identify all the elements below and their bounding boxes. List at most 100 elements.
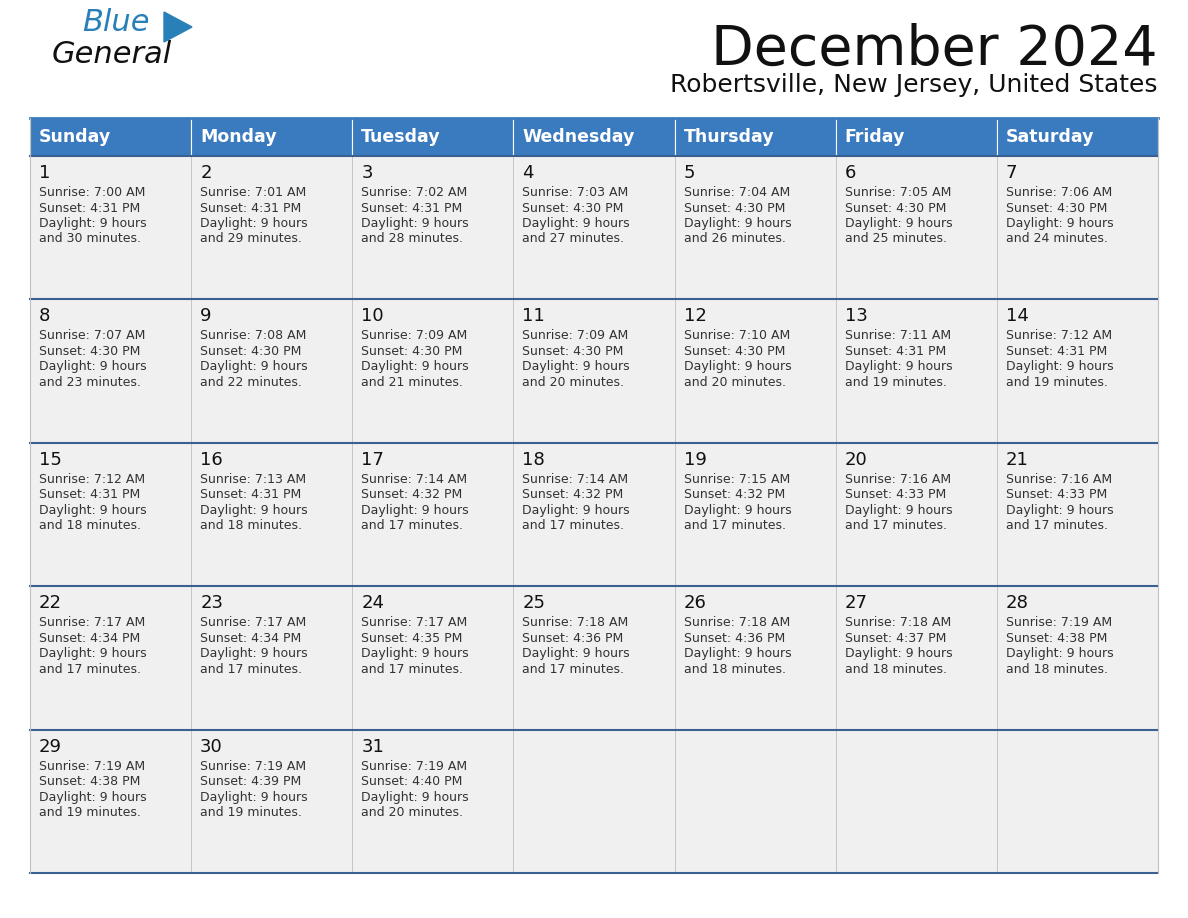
Polygon shape	[164, 12, 192, 42]
Bar	[353, 299, 513, 442]
Text: General: General	[52, 40, 172, 69]
Bar	[191, 156, 353, 299]
Text: Sunrise: 7:05 AM: Sunrise: 7:05 AM	[845, 186, 952, 199]
Bar	[675, 730, 835, 873]
Text: December 2024: December 2024	[712, 23, 1158, 77]
Text: and 28 minutes.: and 28 minutes.	[361, 232, 463, 245]
Text: Sunset: 4:31 PM: Sunset: 4:31 PM	[200, 488, 302, 501]
Text: and 22 minutes.: and 22 minutes.	[200, 375, 302, 389]
Bar	[191, 299, 353, 442]
Bar	[675, 299, 835, 442]
Bar	[835, 299, 997, 442]
Bar	[30, 299, 191, 442]
Text: Sunset: 4:30 PM: Sunset: 4:30 PM	[683, 201, 785, 215]
Text: 16: 16	[200, 451, 223, 469]
Text: Sunrise: 7:13 AM: Sunrise: 7:13 AM	[200, 473, 307, 486]
Text: Sunrise: 7:02 AM: Sunrise: 7:02 AM	[361, 186, 468, 199]
Text: 4: 4	[523, 164, 533, 182]
Text: 7: 7	[1006, 164, 1017, 182]
Bar	[191, 730, 353, 873]
Text: Sunrise: 7:10 AM: Sunrise: 7:10 AM	[683, 330, 790, 342]
Text: Daylight: 9 hours: Daylight: 9 hours	[523, 647, 630, 660]
Text: Sunrise: 7:09 AM: Sunrise: 7:09 AM	[361, 330, 468, 342]
Text: Sunrise: 7:06 AM: Sunrise: 7:06 AM	[1006, 186, 1112, 199]
Bar	[997, 442, 1158, 587]
Bar	[353, 730, 513, 873]
Text: and 18 minutes.: and 18 minutes.	[39, 520, 141, 532]
Text: Daylight: 9 hours: Daylight: 9 hours	[39, 504, 146, 517]
Text: and 20 minutes.: and 20 minutes.	[683, 375, 785, 389]
Text: Sunset: 4:36 PM: Sunset: 4:36 PM	[523, 632, 624, 644]
Text: and 20 minutes.: and 20 minutes.	[523, 375, 625, 389]
Text: and 19 minutes.: and 19 minutes.	[845, 375, 947, 389]
Bar	[835, 156, 997, 299]
Text: 21: 21	[1006, 451, 1029, 469]
Text: Daylight: 9 hours: Daylight: 9 hours	[845, 647, 953, 660]
Bar	[835, 118, 997, 156]
Text: Friday: Friday	[845, 128, 905, 146]
Text: 17: 17	[361, 451, 384, 469]
Text: 14: 14	[1006, 308, 1029, 325]
Text: Sunset: 4:38 PM: Sunset: 4:38 PM	[39, 775, 140, 788]
Text: Daylight: 9 hours: Daylight: 9 hours	[523, 361, 630, 374]
Bar	[513, 442, 675, 587]
Text: Sunset: 4:37 PM: Sunset: 4:37 PM	[845, 632, 946, 644]
Text: Sunrise: 7:19 AM: Sunrise: 7:19 AM	[1006, 616, 1112, 629]
Text: Sunrise: 7:09 AM: Sunrise: 7:09 AM	[523, 330, 628, 342]
Text: Daylight: 9 hours: Daylight: 9 hours	[200, 504, 308, 517]
Text: and 19 minutes.: and 19 minutes.	[1006, 375, 1107, 389]
Text: 19: 19	[683, 451, 707, 469]
Text: Sunrise: 7:17 AM: Sunrise: 7:17 AM	[361, 616, 468, 629]
Bar	[997, 118, 1158, 156]
Text: Daylight: 9 hours: Daylight: 9 hours	[361, 647, 469, 660]
Text: Blue: Blue	[82, 8, 150, 37]
Text: and 26 minutes.: and 26 minutes.	[683, 232, 785, 245]
Text: and 18 minutes.: and 18 minutes.	[683, 663, 785, 676]
Text: Sunset: 4:30 PM: Sunset: 4:30 PM	[683, 345, 785, 358]
Text: and 17 minutes.: and 17 minutes.	[1006, 520, 1108, 532]
Text: Daylight: 9 hours: Daylight: 9 hours	[1006, 504, 1113, 517]
Text: Daylight: 9 hours: Daylight: 9 hours	[361, 504, 469, 517]
Text: and 23 minutes.: and 23 minutes.	[39, 375, 141, 389]
Bar	[513, 587, 675, 730]
Text: Sunrise: 7:11 AM: Sunrise: 7:11 AM	[845, 330, 950, 342]
Text: 3: 3	[361, 164, 373, 182]
Text: Daylight: 9 hours: Daylight: 9 hours	[1006, 647, 1113, 660]
Text: 28: 28	[1006, 594, 1029, 612]
Text: 15: 15	[39, 451, 62, 469]
Text: Sunset: 4:31 PM: Sunset: 4:31 PM	[1006, 345, 1107, 358]
Bar	[513, 299, 675, 442]
Text: 24: 24	[361, 594, 384, 612]
Text: Daylight: 9 hours: Daylight: 9 hours	[361, 217, 469, 230]
Text: 12: 12	[683, 308, 707, 325]
Text: 6: 6	[845, 164, 857, 182]
Text: Sunrise: 7:12 AM: Sunrise: 7:12 AM	[1006, 330, 1112, 342]
Bar	[997, 156, 1158, 299]
Text: Sunrise: 7:15 AM: Sunrise: 7:15 AM	[683, 473, 790, 486]
Text: Sunrise: 7:00 AM: Sunrise: 7:00 AM	[39, 186, 145, 199]
Bar	[30, 118, 191, 156]
Text: 27: 27	[845, 594, 867, 612]
Text: and 20 minutes.: and 20 minutes.	[361, 806, 463, 819]
Text: and 21 minutes.: and 21 minutes.	[361, 375, 463, 389]
Text: Sunset: 4:40 PM: Sunset: 4:40 PM	[361, 775, 462, 788]
Text: Sunrise: 7:12 AM: Sunrise: 7:12 AM	[39, 473, 145, 486]
Text: Sunset: 4:30 PM: Sunset: 4:30 PM	[200, 345, 302, 358]
Text: and 17 minutes.: and 17 minutes.	[39, 663, 141, 676]
Text: and 17 minutes.: and 17 minutes.	[683, 520, 785, 532]
Text: Saturday: Saturday	[1006, 128, 1094, 146]
Text: Daylight: 9 hours: Daylight: 9 hours	[200, 217, 308, 230]
Text: Wednesday: Wednesday	[523, 128, 634, 146]
Text: Sunset: 4:34 PM: Sunset: 4:34 PM	[39, 632, 140, 644]
Text: Sunset: 4:31 PM: Sunset: 4:31 PM	[361, 201, 462, 215]
Text: 11: 11	[523, 308, 545, 325]
Text: 31: 31	[361, 737, 384, 756]
Text: and 18 minutes.: and 18 minutes.	[200, 520, 302, 532]
Bar	[675, 442, 835, 587]
Text: Daylight: 9 hours: Daylight: 9 hours	[1006, 361, 1113, 374]
Text: Daylight: 9 hours: Daylight: 9 hours	[39, 647, 146, 660]
Text: Sunrise: 7:07 AM: Sunrise: 7:07 AM	[39, 330, 145, 342]
Text: Sunset: 4:31 PM: Sunset: 4:31 PM	[39, 201, 140, 215]
Text: Sunrise: 7:18 AM: Sunrise: 7:18 AM	[523, 616, 628, 629]
Text: 20: 20	[845, 451, 867, 469]
